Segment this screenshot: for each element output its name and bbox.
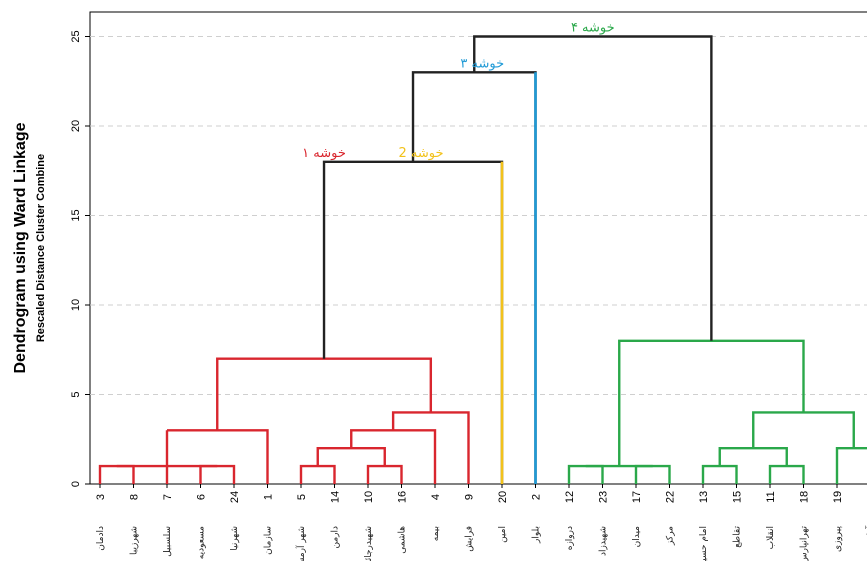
leaf-id-10: 10 bbox=[363, 491, 375, 503]
leaf-id-18: 18 bbox=[799, 491, 811, 503]
leaf-id-12: 12 bbox=[564, 491, 576, 503]
merge-link-m5 bbox=[167, 429, 269, 484]
leaf-name-12: دروازه bbox=[565, 526, 575, 550]
leaf-name-20: امین bbox=[498, 526, 508, 543]
leaf-id-4: 4 bbox=[430, 494, 442, 500]
leaf-id-3: 3 bbox=[95, 494, 107, 500]
merge-link-m23 bbox=[473, 35, 713, 341]
dendrogram-tree bbox=[98, 35, 867, 484]
leaf-id-20: 20 bbox=[497, 491, 509, 503]
plot-frame bbox=[89, 11, 867, 485]
leaf-name-5: شهر آرمش bbox=[295, 526, 307, 561]
leaf-name-19: پیروزی bbox=[833, 526, 843, 552]
y-tick-label-2: 10 bbox=[70, 299, 82, 311]
cluster-label-2: خوشه 2 bbox=[399, 146, 444, 161]
leaf-id-9: 9 bbox=[464, 494, 476, 500]
y-tick-label-1: 5 bbox=[70, 391, 82, 397]
leaf-name-2: بلوار bbox=[532, 526, 542, 544]
leaf-name-18: تهرانپارس bbox=[800, 526, 810, 561]
leaf-id-7: 7 bbox=[162, 494, 174, 500]
leaf-id-11: 11 bbox=[765, 491, 777, 502]
leaf-id-8: 8 bbox=[129, 494, 141, 500]
cluster-label-3: خوشه ۳ bbox=[460, 56, 504, 71]
leaf-id-17: 17 bbox=[631, 491, 643, 503]
leaf-id-19: 19 bbox=[832, 491, 844, 503]
cluster-label-1: خوشه ۱ bbox=[302, 146, 346, 161]
cluster-labels: خوشه ۱ خوشه 2 خوشه ۳ خوشه ۴ bbox=[302, 21, 615, 161]
leaf-name-13: امام حسین bbox=[699, 526, 709, 561]
leaf-id-2: 2 bbox=[531, 494, 543, 500]
leaf-name-15: تقاطع bbox=[733, 526, 743, 548]
leaf-name-21: آزادی bbox=[865, 526, 867, 547]
leaf-id-5: 5 bbox=[296, 494, 308, 500]
leaf-name-17: میدان bbox=[632, 526, 642, 548]
leaf-name-7: سلسبیل bbox=[163, 526, 173, 557]
leaf-id-6: 6 bbox=[196, 494, 208, 500]
y-tick-label-3: 15 bbox=[70, 209, 82, 221]
chart-title: Dendrogram using Ward Linkage bbox=[12, 122, 29, 373]
cluster-label-4: خوشه ۴ bbox=[571, 21, 615, 36]
leaf-name-10: شهیدرجائی bbox=[364, 526, 374, 561]
chart-subtitle: Rescaled Distance Cluster Combine bbox=[35, 154, 47, 342]
leaf-name-23: شهیدزاد bbox=[599, 526, 609, 556]
leaf-name-6: مسعودیه bbox=[197, 526, 207, 559]
leaf-id-21: 21 bbox=[866, 491, 867, 503]
leaf-name-22: مرکز bbox=[666, 526, 676, 546]
leaf-id-24: 24 bbox=[229, 491, 241, 503]
leaf-name-4: بیمه bbox=[431, 526, 441, 541]
leaf-name-9: فرایش bbox=[465, 526, 475, 552]
leaf-id-1: 1 bbox=[263, 494, 275, 500]
y-tick-label-5: 25 bbox=[70, 30, 82, 42]
leaf-labels: 3دادمان8شهرزیبا7سلسبیل6مسعودیه24شهرنیا1س… bbox=[95, 484, 867, 561]
leaf-id-15: 15 bbox=[732, 491, 744, 503]
y-tick-label-4: 20 bbox=[70, 120, 82, 132]
leaf-name-11: انقلاب bbox=[766, 526, 776, 549]
leaf-id-22: 22 bbox=[665, 491, 677, 503]
leaf-id-23: 23 bbox=[598, 491, 610, 503]
leaf-id-16: 16 bbox=[397, 491, 409, 503]
y-tick-label-0: 0 bbox=[70, 481, 82, 487]
leaf-id-14: 14 bbox=[330, 491, 342, 503]
leaf-id-13: 13 bbox=[698, 491, 710, 503]
leaf-name-8: شهرزیبا bbox=[130, 526, 140, 555]
leaf-name-3: دادمان bbox=[96, 526, 106, 551]
leaf-name-16: هاشمی bbox=[398, 526, 408, 554]
y-axis: 0 5 10 15 20 25 bbox=[70, 30, 90, 487]
leaf-name-14: دارمن bbox=[331, 526, 341, 549]
leaf-name-1: سازمان bbox=[264, 526, 274, 555]
leaf-name-24: شهرنیا bbox=[230, 526, 240, 551]
